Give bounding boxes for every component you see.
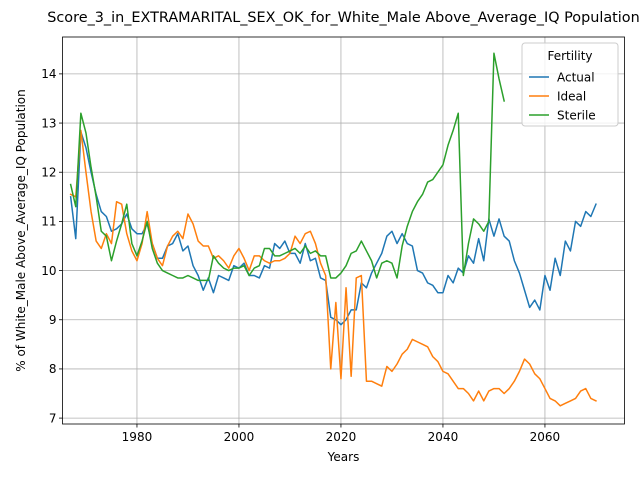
y-axis-label: % of White_Male Above_Average_IQ Populat… (14, 89, 28, 372)
y-tick-label: 8 (49, 362, 57, 376)
series-layer (69, 52, 597, 407)
legend-label-actual: Actual (557, 70, 595, 84)
legend-items: Actual Ideal Sterile (529, 70, 596, 122)
y-tick-label: 9 (49, 313, 57, 327)
series-line-ideal (69, 129, 597, 407)
y-tick-label: 11 (41, 215, 56, 229)
x-tick-label: 2060 (530, 430, 561, 444)
y-tick-label: 12 (41, 166, 56, 180)
legend-frame (521, 42, 619, 127)
y-tick-label: 10 (41, 264, 56, 278)
x-tick-label: 2000 (224, 430, 255, 444)
x-tick-label: 1980 (122, 430, 153, 444)
legend-title: Fertility (547, 49, 592, 63)
x-tick-label: 2020 (326, 430, 357, 444)
y-tick-label: 13 (41, 116, 56, 130)
legend: Fertility Actual Ideal Sterile (521, 42, 619, 127)
y-tick-label: 7 (49, 411, 57, 425)
legend-label-ideal: Ideal (557, 89, 586, 103)
x-tick-label: 2040 (428, 430, 459, 444)
y-axis: 7 8 9 10 11 12 13 14 (41, 67, 63, 425)
axes-frame (62, 36, 625, 425)
legend-label-sterile: Sterile (557, 108, 596, 122)
x-axis-label: Years (327, 450, 360, 464)
y-tick-label: 14 (41, 67, 56, 81)
x-axis: 1980 2000 2020 2040 2060 (122, 424, 561, 444)
series-line-sterile (69, 52, 506, 282)
chart-title: Score_3_in_EXTRAMARITAL_SEX_OK_for_White… (47, 10, 639, 26)
